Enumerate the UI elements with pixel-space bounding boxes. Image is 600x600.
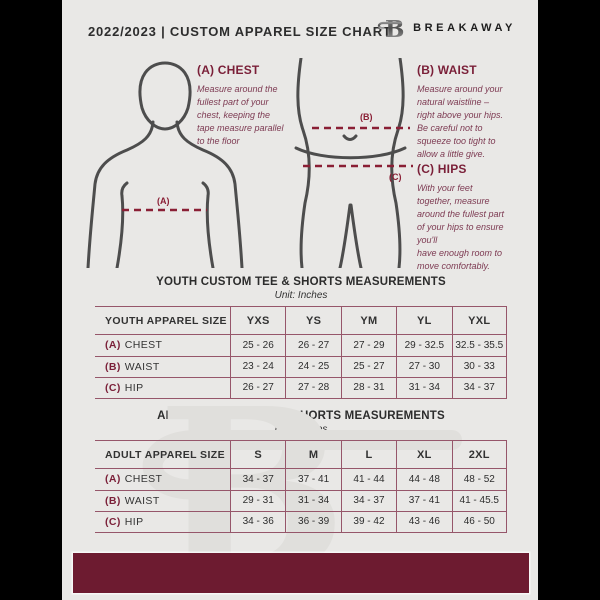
youth-size-col-header: YL [396,306,452,334]
table-cell: 34 - 36 [230,511,286,533]
youth-section-title: YOUTH CUSTOM TEE & SHORTS MEASUREMENTS [156,276,446,288]
hips-line-label: (C) [389,172,402,182]
table-cell: 31 - 34 [396,377,452,399]
page-title: 2022/2023 | CUSTOM APPAREL SIZE CHART [88,24,392,39]
table-cell: 29 - 32.5 [396,334,452,356]
youth-size-col-header: YXL [451,306,507,334]
chest-heading: (A) CHEST [197,63,260,77]
svg-text:B: B [385,16,404,42]
brand-block: B BREAKAWAY [376,14,516,42]
table-cell: 30 - 33 [451,355,507,377]
table-cell: 34 - 37 [340,489,397,511]
adult-section-title: ADULT CUSTOM TEE & SHORTS MEASUREMENTS [157,410,445,422]
adult-chest-row-label: (A) CHEST [95,468,230,490]
table-cell: 37 - 41 [285,468,341,490]
youth-chest-row-label: (A) CHEST [95,334,230,356]
youth-size-col-header: YM [340,306,397,334]
table-cell: 34 - 37 [230,468,286,490]
youth-table-header-label: YOUTH APPAREL SIZE [95,306,230,334]
table-cell: 37 - 41 [396,489,452,511]
adult-size-col-header: M [285,440,341,468]
adult-size-col-header: 2XL [451,440,507,468]
table-cell: 46 - 50 [451,511,507,533]
adult-size-col-header: L [340,440,397,468]
adult-table-header-label: ADULT APPAREL SIZE [95,440,230,468]
table-cell: 25 - 27 [340,355,397,377]
breakaway-logo-icon: B [377,16,405,42]
adult-unit-label: Unit: Inches [274,424,328,435]
table-cell: 29 - 31 [230,489,286,511]
table-cell: 26 - 27 [285,334,341,356]
table-cell: 23 - 24 [230,355,286,377]
youth-waist-row-label: (B) WAIST [95,355,230,378]
table-cell: 44 - 48 [396,468,452,490]
table-cell: 25 - 26 [230,334,286,356]
table-cell: 26 - 27 [230,377,286,399]
table-cell: 34 - 37 [451,377,507,399]
table-cell: 28 - 31 [340,377,397,399]
table-cell: 41 - 45.5 [451,489,507,511]
youth-size-col-header: YXS [230,306,286,334]
waist-description: Measure around your natural waistline – … [417,84,504,159]
table-cell: 27 - 30 [396,355,452,377]
table-cell: 24 - 25 [285,355,341,377]
adult-size-table: ADULT APPAREL SIZE S M L XL 2XL (A) CHEST… [95,440,507,533]
waist-instructions: (B) WAIST Measure around your natural wa… [417,63,535,161]
adult-hip-row-label: (C) HIP [95,511,230,533]
table-cell: 48 - 52 [451,468,507,490]
youth-size-col-header: YS [285,306,341,334]
table-cell: 36 - 39 [285,511,341,533]
adult-size-col-header: S [230,440,286,468]
table-cell: 32.5 - 35.5 [451,334,507,356]
hips-heading: (C) HIPS [417,162,467,176]
hips-instructions: (C) HIPS With your feet together, measur… [417,162,535,273]
table-cell: 43 - 46 [396,511,452,533]
hips-description: With your feet together, measure around … [417,183,505,271]
adult-size-col-header: XL [396,440,452,468]
adult-waist-row-label: (B) WAIST [95,489,230,512]
table-cell: 39 - 42 [340,511,397,533]
table-cell: 27 - 29 [340,334,397,356]
table-cell: 27 - 28 [285,377,341,399]
table-cell: 41 - 44 [340,468,397,490]
torso-diagram: (A) [86,61,244,268]
table-cell: 31 - 34 [285,489,341,511]
lower-body-diagram: (B) (C) [294,58,413,268]
chest-description: Measure around the fullest part of your … [197,84,284,146]
footer-bar [73,553,529,593]
youth-hip-row-label: (C) HIP [95,377,230,399]
chart-sheet: B 2022/2023 | CUSTOM APPAREL SIZE CHART … [62,0,538,600]
chest-instructions: (A) CHEST Measure around the fullest par… [197,63,303,148]
youth-unit-label: Unit: Inches [274,290,328,301]
brand-name: BREAKAWAY [413,22,516,34]
chest-line-label: (A) [157,196,170,206]
waist-heading: (B) WAIST [417,63,477,77]
youth-size-table: YOUTH APPAREL SIZE YXS YS YM YL YXL (A) C… [95,306,507,399]
waist-line-label: (B) [360,112,373,122]
